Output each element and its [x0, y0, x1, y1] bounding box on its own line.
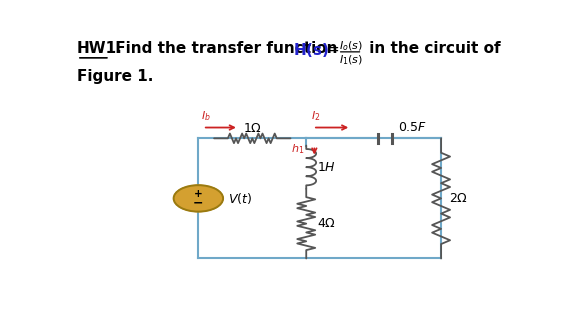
Text: HW1.: HW1.: [77, 41, 123, 56]
Text: $1H$: $1H$: [317, 161, 336, 174]
Text: $V(t)$: $V(t)$: [227, 191, 252, 206]
Text: $\mathit{h_1}$: $\mathit{h_1}$: [291, 142, 304, 156]
Text: $1\Omega$: $1\Omega$: [243, 122, 262, 135]
Text: +: +: [194, 189, 203, 199]
Text: in the circuit of: in the circuit of: [364, 41, 501, 56]
Text: Figure 1.: Figure 1.: [77, 69, 153, 84]
Text: $I_o(s)$: $I_o(s)$: [339, 39, 362, 53]
Text: $\mathbf{H(s)}$: $\mathbf{H(s)}$: [293, 41, 329, 59]
Text: $\mathit{I_b}$: $\mathit{I_b}$: [201, 109, 211, 123]
Text: $2\Omega$: $2\Omega$: [449, 192, 468, 205]
Text: $=$: $=$: [324, 41, 340, 56]
Text: $0.5F$: $0.5F$: [398, 120, 427, 134]
Circle shape: [173, 185, 223, 212]
Text: Find the transfer function: Find the transfer function: [110, 41, 343, 56]
Text: $I_1(s)$: $I_1(s)$: [339, 53, 362, 67]
Text: −: −: [193, 197, 204, 210]
Text: $4\Omega$: $4\Omega$: [317, 217, 336, 230]
Text: $\mathit{I_2}$: $\mathit{I_2}$: [311, 109, 320, 123]
